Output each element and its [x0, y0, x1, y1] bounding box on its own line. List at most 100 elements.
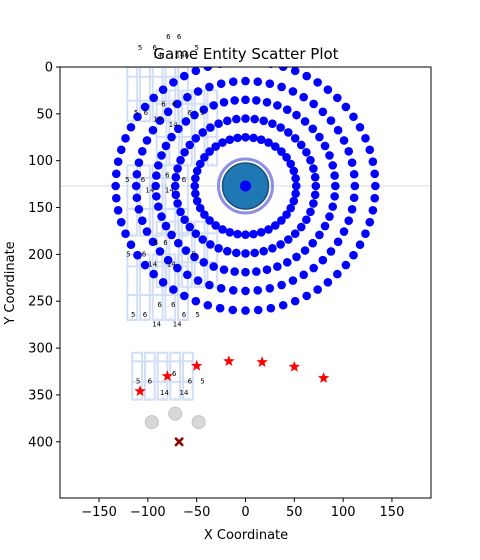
- ring-point: [152, 171, 161, 180]
- ring-point: [191, 296, 201, 306]
- ring-point: [137, 216, 147, 225]
- ring-point: [256, 135, 266, 144]
- ring-point: [153, 202, 163, 211]
- y-tick-label: 150: [28, 201, 53, 216]
- ghost-label: 6: [153, 239, 158, 247]
- ring-point: [268, 119, 277, 128]
- ring-point: [155, 247, 165, 256]
- ring-point: [349, 250, 358, 260]
- ring-point: [148, 125, 158, 135]
- ring-point: [195, 159, 205, 169]
- ring-point: [306, 207, 315, 217]
- ring-point: [349, 193, 359, 203]
- ghost-marker: [160, 396, 165, 401]
- x-axis-label: X Coordinate: [204, 528, 288, 543]
- ring-point: [302, 215, 311, 225]
- ghost-marker: [155, 316, 160, 321]
- ring-point: [368, 157, 378, 166]
- ring-point: [253, 305, 263, 315]
- ghost-label: 14: [160, 389, 169, 397]
- ring-point: [290, 67, 300, 76]
- grey-circle-marker: [144, 415, 159, 430]
- ring-point: [200, 210, 209, 219]
- ring-point: [302, 291, 312, 301]
- ring-point: [214, 244, 223, 253]
- ring-point: [155, 116, 165, 125]
- ring-point: [286, 203, 296, 213]
- ring-point: [167, 132, 176, 142]
- ring-point: [283, 235, 293, 244]
- ring-point: [241, 286, 250, 296]
- x-tick-label: 50: [286, 505, 303, 520]
- ghost-column: [126, 253, 139, 321]
- ring-point: [264, 138, 273, 147]
- ring-point: [206, 240, 215, 249]
- ring-point: [215, 303, 225, 313]
- y-axis: 0 50 100 150 200 250 300 350 400: [28, 61, 60, 450]
- ring-point: [158, 85, 168, 94]
- ring-point: [185, 222, 195, 232]
- ring-point: [344, 216, 354, 225]
- ring-point: [173, 263, 182, 273]
- ring-point: [253, 77, 263, 87]
- ring-point: [113, 206, 123, 215]
- ring-point: [163, 107, 173, 117]
- ring-point: [323, 85, 333, 94]
- ring-point: [169, 78, 178, 87]
- ring-point: [365, 145, 375, 155]
- ring-point: [230, 96, 239, 105]
- chart-title: Game Entity Scatter Plot: [153, 45, 338, 63]
- ring-point: [370, 193, 380, 203]
- ghost-label: 5: [194, 44, 198, 52]
- ring-point: [250, 248, 259, 258]
- ring-point: [300, 246, 310, 255]
- ring-5: [111, 67, 380, 315]
- ghost-column: [126, 67, 139, 123]
- x-tick-label: 0: [241, 505, 249, 520]
- ring-point: [116, 145, 126, 155]
- ring-point: [191, 229, 201, 238]
- ghost-label: 14: [176, 52, 185, 60]
- ring-point: [192, 166, 202, 176]
- ghost-label: 14: [169, 121, 178, 129]
- ghost-label: 5: [200, 378, 204, 386]
- ring-point: [173, 99, 182, 109]
- ring-point: [181, 117, 191, 126]
- ghost-marker: [147, 396, 152, 401]
- ring-point: [290, 133, 300, 143]
- x-tick-label: 150: [380, 505, 405, 520]
- ghost-label: 14: [153, 52, 162, 60]
- ring-point: [218, 138, 227, 147]
- ghost-label: 6: [185, 52, 190, 60]
- ghost-label: 14: [165, 187, 174, 195]
- ring-point: [333, 93, 342, 103]
- ring-point: [131, 181, 141, 191]
- ring-point: [282, 210, 291, 219]
- ghost-label: 6: [171, 301, 176, 309]
- ring-point: [323, 278, 333, 287]
- center-point-core: [240, 180, 251, 192]
- ring-point: [253, 285, 263, 295]
- ring-point: [325, 212, 334, 221]
- ring-point: [183, 92, 192, 102]
- ring-point: [233, 229, 242, 239]
- ring-point: [283, 128, 293, 137]
- ring-point: [232, 114, 241, 124]
- ring-point: [299, 92, 308, 102]
- ring-point: [302, 71, 312, 81]
- grey-circle-marker: [191, 415, 206, 430]
- ring-point: [262, 265, 272, 274]
- ring-point: [140, 260, 150, 270]
- ring-point: [290, 229, 300, 238]
- ring-point: [190, 181, 200, 191]
- ring-point: [148, 237, 158, 247]
- ring-point: [326, 247, 336, 256]
- ghost-label: 14: [153, 115, 162, 123]
- ghost-label: 6: [161, 100, 166, 108]
- ghost-column: [164, 67, 177, 123]
- ring-point: [276, 123, 285, 132]
- ring-point: [218, 225, 227, 234]
- ring-point: [134, 205, 144, 214]
- ring-point: [152, 192, 161, 201]
